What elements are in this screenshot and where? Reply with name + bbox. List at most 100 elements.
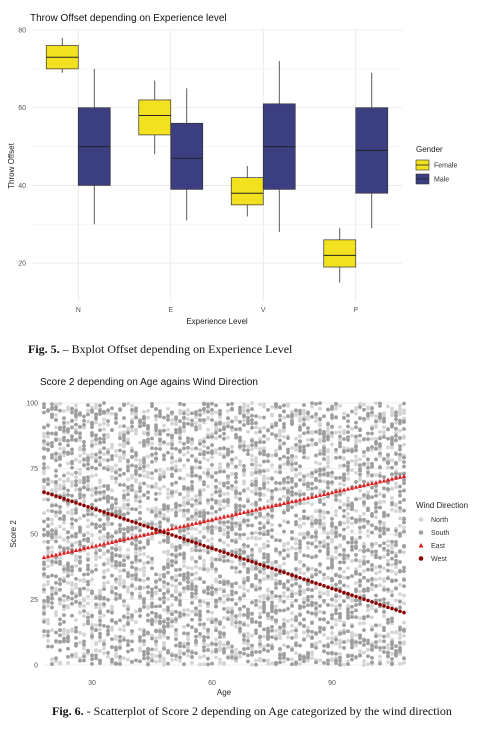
point-south [202,418,206,422]
point-south [126,511,130,516]
point-east [205,518,211,523]
point-south [366,641,370,646]
point-north [150,652,154,657]
point-west [226,551,230,556]
point-south [198,492,202,497]
point-north [158,540,162,545]
point-north [58,535,62,540]
point-west [290,573,294,577]
point-north [298,471,302,476]
point-north [74,654,78,659]
point-north [70,572,74,577]
point-south [270,496,274,501]
point-south [174,446,178,451]
point-south [42,566,46,571]
point-north [374,425,378,429]
point-south [154,628,158,633]
point-north [338,606,342,611]
point-south [118,646,122,650]
point-south [86,582,90,587]
figure-5-caption: Fig. 5. – Bxplot Offset depending on Exp… [28,342,292,357]
point-north [382,521,386,526]
point-north [334,618,338,622]
point-north [362,650,366,655]
point-north [350,433,354,438]
point-south [226,498,230,502]
point-south [158,588,162,593]
point-north [170,438,174,443]
point-south [230,419,234,424]
point-north [266,437,270,441]
point-north [166,406,170,411]
point-south [142,457,146,462]
point-south [74,635,78,640]
point-south [278,656,282,661]
point-south [102,401,106,405]
point-south [394,558,398,563]
point-north [122,456,126,461]
point-north [214,655,218,660]
point-north [202,548,206,553]
point-north [362,511,366,516]
point-south [390,472,394,477]
point-north [346,516,350,521]
point-north [186,473,190,478]
point-south [382,650,386,654]
point-south [46,530,50,535]
point-north [250,489,254,494]
point-north [98,588,102,593]
point-north [258,566,262,571]
point-south [106,517,110,521]
point-south [294,522,298,527]
point-south [342,640,346,644]
point-south [342,514,346,519]
point-south [122,424,126,429]
point-south [102,526,106,531]
point-north [78,604,82,609]
point-south [86,508,90,512]
point-north [382,425,386,430]
point-north [154,654,158,658]
point-south [342,449,346,454]
point-south [54,560,58,565]
point-south [290,530,294,534]
point-south [66,530,70,535]
point-north [90,439,94,444]
point-east [101,541,107,546]
point-north [258,638,262,643]
point-south [282,629,286,634]
point-north [262,476,266,481]
point-south [102,410,106,415]
point-south [302,417,306,422]
point-south [198,418,202,422]
point-north [86,594,90,599]
point-north [158,442,162,447]
point-south [310,438,314,442]
point-north [322,496,326,501]
point-north [338,403,342,408]
point-south [354,570,358,574]
point-south [194,591,198,596]
point-north [122,624,126,629]
point-south [242,504,246,509]
point-south [62,604,66,609]
point-north [294,413,298,418]
point-south [90,591,94,595]
point-south [206,601,210,606]
point-south [358,535,362,540]
point-south [238,497,242,501]
point-south [106,458,110,463]
point-south [242,532,246,537]
point-north [358,514,362,519]
point-south [162,474,166,479]
point-west [122,517,126,521]
point-south [218,520,222,524]
point-south [306,587,310,592]
point-south [54,510,58,515]
point-south [150,590,154,595]
point-south [362,575,366,580]
point-south [226,485,230,490]
point-north [310,518,314,523]
point-south [70,521,74,526]
point-south [162,600,166,605]
